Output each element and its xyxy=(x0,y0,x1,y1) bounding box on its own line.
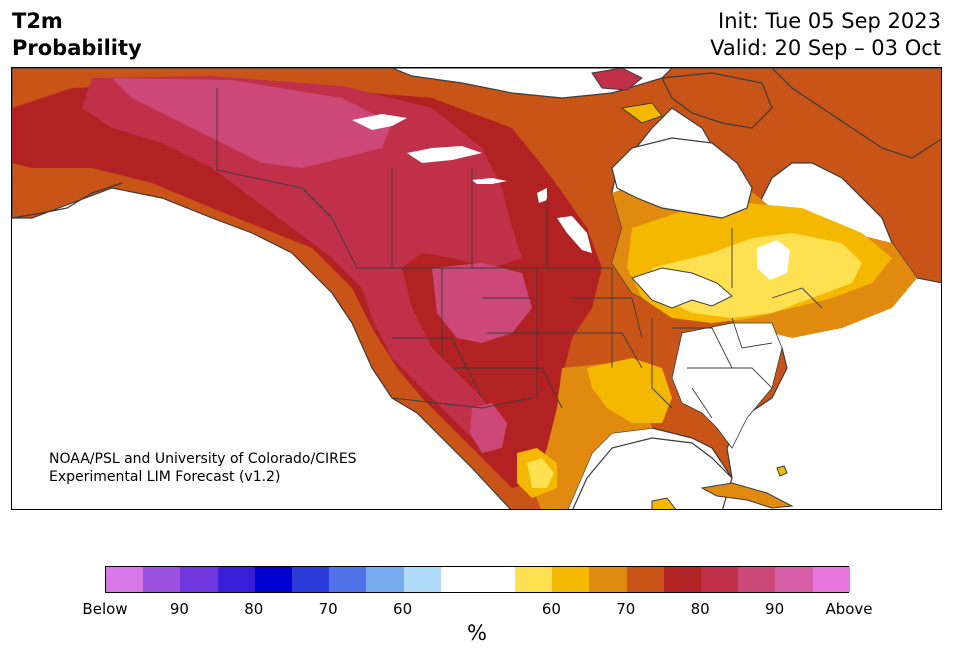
colorbar xyxy=(105,566,850,593)
colorbar-segment xyxy=(403,567,441,592)
cuba xyxy=(700,482,794,509)
gulf-of-mexico xyxy=(572,437,733,509)
colorbar-segment xyxy=(143,567,181,592)
region-65pct-gulf xyxy=(587,358,672,423)
near-normal-southeast xyxy=(671,322,783,449)
colorbar-tick-label: 60 xyxy=(393,600,413,618)
colorbar-tick-label: 70 xyxy=(616,600,636,618)
colorbar-tick-label: 80 xyxy=(244,600,264,618)
forecast-map xyxy=(11,67,942,510)
colorbar-segment xyxy=(366,567,404,592)
variable-label: T2m xyxy=(12,9,63,33)
colorbar-unit: % xyxy=(467,621,487,645)
colorbar-segment xyxy=(515,567,553,592)
colorbar-segment xyxy=(329,567,367,592)
colorbar-tick-label: Below xyxy=(82,600,128,618)
colorbar-segment xyxy=(663,567,701,592)
colorbar-segment xyxy=(217,567,255,592)
political-boundaries xyxy=(216,88,823,419)
greenland xyxy=(771,68,941,159)
great-bear-lake xyxy=(352,114,407,130)
colorbar-tick-label: 80 xyxy=(690,600,710,618)
colorbar-segment xyxy=(552,567,590,592)
region-90pct-us xyxy=(432,263,532,343)
region-60pct-mexico xyxy=(527,458,554,488)
reindeer-lake xyxy=(537,188,547,203)
great-lakes xyxy=(631,267,733,309)
colorbar-tick-label: 90 xyxy=(169,600,189,618)
colorbar-segment xyxy=(589,567,627,592)
attribution-line-1: NOAA/PSL and University of Colorado/CIRE… xyxy=(49,451,357,467)
lake-winnipeg xyxy=(557,216,592,253)
product-label: Probability xyxy=(12,36,142,60)
hudson-bay xyxy=(611,137,753,219)
colorbar-tick-label: 70 xyxy=(318,600,338,618)
init-date: Init: Tue 05 Sep 2023 xyxy=(718,9,941,33)
colorbar-tick-label: Above xyxy=(825,600,873,618)
region-90pct-canada xyxy=(112,78,392,168)
region-90pct-mexico xyxy=(470,403,507,453)
island-orange-1 xyxy=(620,102,663,124)
attribution: NOAA/PSL and University of Colorado/CIRE… xyxy=(49,450,357,486)
colorbar-segment xyxy=(106,567,144,592)
hispaniola xyxy=(651,497,677,509)
colorbar-segment xyxy=(738,567,776,592)
alaska-coast xyxy=(12,182,123,219)
colorbar-segment xyxy=(291,567,330,592)
colorbar-segment xyxy=(812,567,850,592)
arctic-island xyxy=(591,68,643,91)
region-85pct xyxy=(82,76,522,448)
attribution-line-2: Experimental LIM Forecast (v1.2) xyxy=(49,469,281,485)
chart-title: T2m Probability xyxy=(12,8,142,62)
forecast-dates: Init: Tue 05 Sep 2023 Valid: 20 Sep – 03… xyxy=(710,8,941,62)
colorbar-segment xyxy=(180,567,218,592)
colorbar-tick-label: 90 xyxy=(765,600,785,618)
colorbar-segment xyxy=(254,567,292,592)
colorbar-segment xyxy=(477,567,516,592)
bahamas xyxy=(776,465,788,477)
colorbar-segment xyxy=(626,567,664,592)
colorbar-segment xyxy=(775,567,813,592)
lake-athabasca xyxy=(472,178,507,184)
near-normal-quebec xyxy=(757,240,790,280)
map-canvas xyxy=(12,68,941,509)
great-slave-lake xyxy=(407,146,482,163)
colorbar-segment xyxy=(440,567,478,592)
valid-range: Valid: 20 Sep – 03 Oct xyxy=(710,36,941,60)
colorbar-segment xyxy=(701,567,739,592)
colorbar-tick-label: 60 xyxy=(541,600,561,618)
baffin xyxy=(661,72,773,129)
